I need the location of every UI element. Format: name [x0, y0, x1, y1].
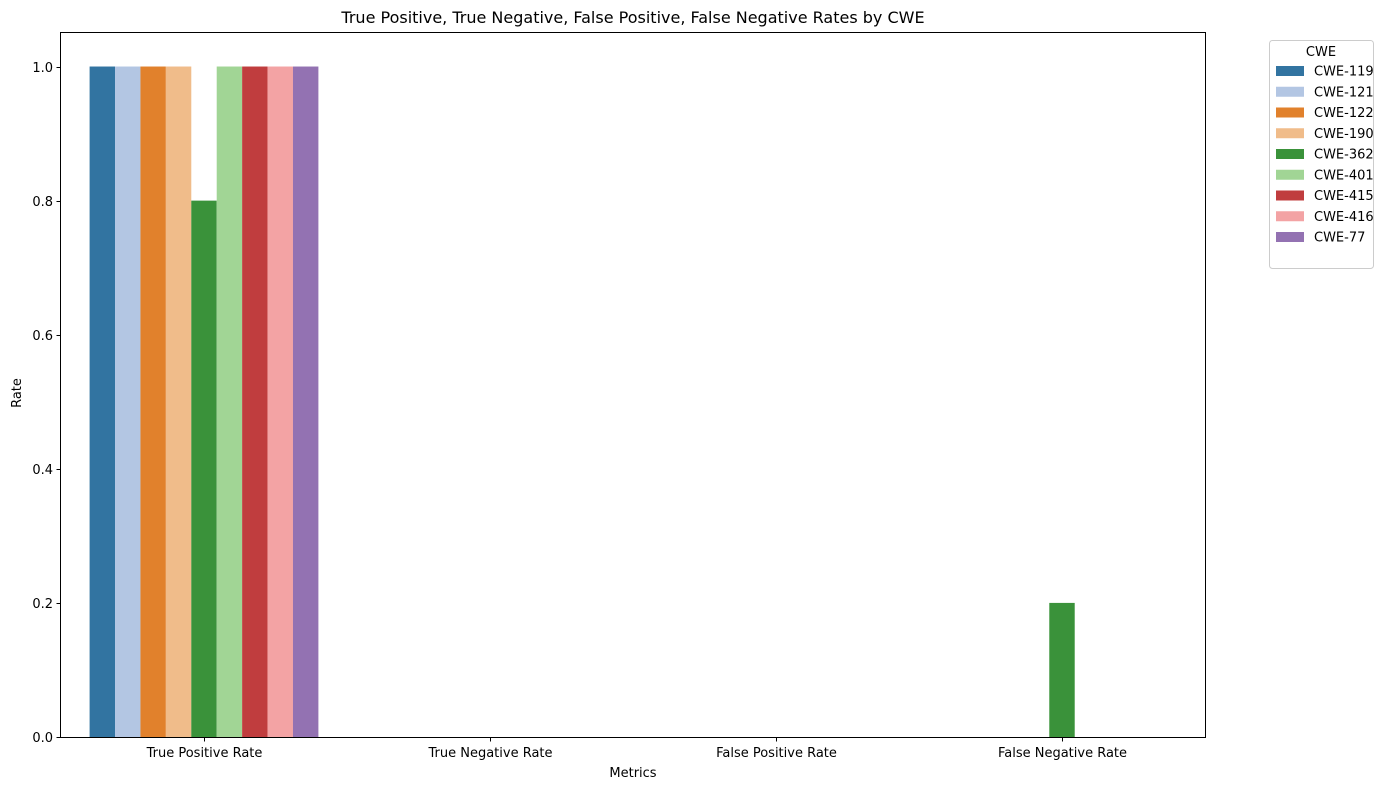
bar-cwe-190-cat-0 [165, 66, 192, 738]
bars-group [89, 66, 1075, 738]
x-tick-label: False Negative Rate [998, 746, 1127, 761]
legend-label: CWE-77 [1314, 231, 1365, 246]
bar-cwe-77-cat-0 [292, 66, 319, 738]
bar-cwe-362-cat-3 [1049, 602, 1075, 737]
x-axis-label: Metrics [609, 766, 656, 781]
legend-swatch [1276, 128, 1304, 139]
legend-label: CWE-190 [1314, 127, 1374, 142]
legend-label: CWE-362 [1314, 148, 1374, 163]
y-axis-label: Rate [10, 378, 25, 408]
bar-cwe-401-cat-0 [216, 66, 243, 738]
bar-cwe-362-cat-0 [191, 200, 217, 738]
x-tick-label: True Negative Rate [427, 746, 552, 761]
legend-label: CWE-416 [1314, 210, 1374, 225]
legend-swatch [1276, 169, 1304, 180]
legend-title: CWE [1306, 45, 1336, 60]
plot-frame [60, 32, 1206, 738]
legend-swatch [1276, 190, 1304, 201]
chart-title: True Positive, True Negative, False Posi… [340, 8, 924, 27]
x-tick-label: False Positive Rate [716, 746, 837, 761]
legend: CWE CWE-119CWE-121CWE-122CWE-190CWE-362C… [1269, 40, 1374, 269]
bar-cwe-415-cat-0 [242, 66, 268, 738]
legend-swatch [1276, 86, 1304, 97]
y-tick-label: 1.0 [32, 61, 53, 76]
y-axis: 0.0 0.2 0.4 0.6 0.8 1.0 [32, 61, 61, 746]
legend-label: CWE-415 [1314, 189, 1374, 204]
legend-swatch [1276, 149, 1304, 159]
legend-swatch [1276, 66, 1304, 76]
bar-cwe-416-cat-0 [267, 66, 293, 738]
legend-label: CWE-121 [1314, 85, 1374, 100]
x-axis: True Positive Rate True Negative Rate Fals… [146, 737, 1127, 761]
legend-swatch [1276, 232, 1304, 242]
bar-cwe-122-cat-0 [140, 66, 166, 738]
legend-swatch [1276, 107, 1304, 118]
legend-label: CWE-119 [1314, 65, 1374, 80]
bar-cwe-121-cat-0 [115, 66, 141, 738]
legend-swatch [1276, 211, 1304, 222]
y-tick-label: 0.6 [32, 329, 53, 344]
y-tick-label: 0.0 [32, 731, 53, 746]
y-tick-label: 0.4 [32, 463, 53, 478]
y-tick-label: 0.8 [32, 195, 53, 210]
legend-label: CWE-122 [1314, 106, 1374, 121]
legend-label: CWE-401 [1314, 168, 1374, 183]
legend-entries: CWE-119 CWE-121 CWE-122 CWE-190 CWE-362 CWE-4… [1276, 65, 1374, 246]
x-tick-label: True Positive Rate [146, 746, 263, 761]
y-tick-label: 0.2 [32, 597, 53, 612]
bar-cwe-119-cat-0 [89, 66, 116, 738]
